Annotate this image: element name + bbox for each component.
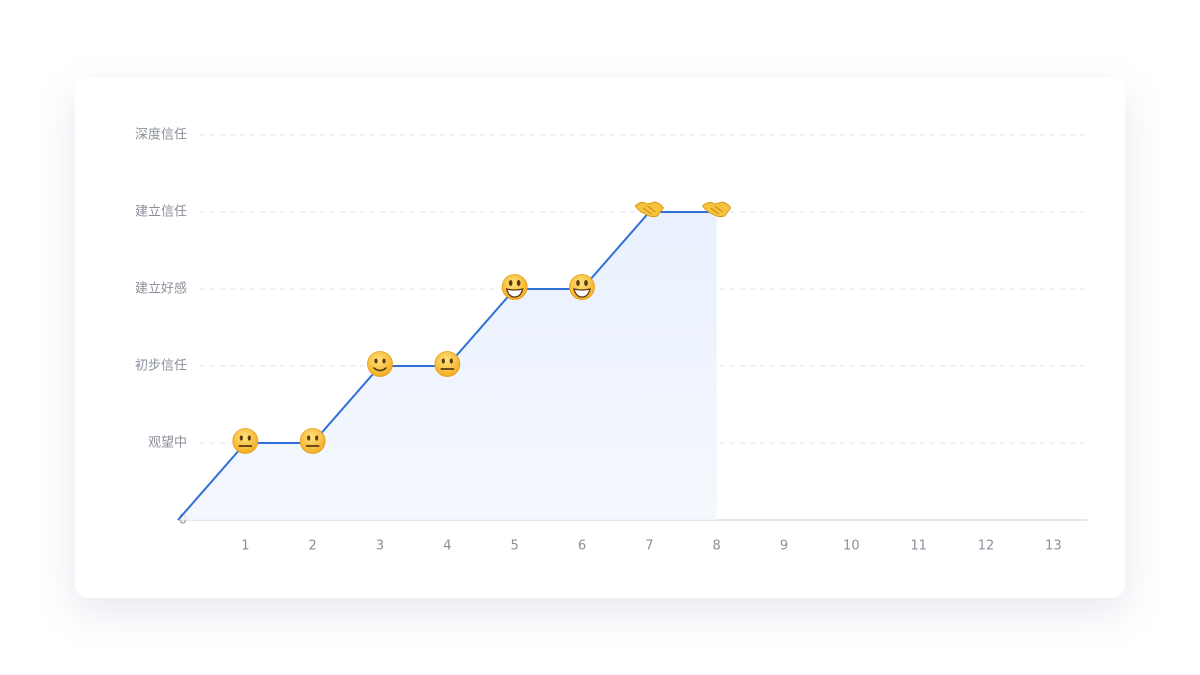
x-tick-label: 6	[578, 539, 586, 554]
x-tick-label: 9	[780, 539, 788, 554]
x-tick-label: 7	[645, 539, 653, 554]
marker-part	[634, 201, 664, 218]
x-tick-label: 1	[241, 539, 249, 554]
point-marker	[501, 274, 528, 300]
y-tick-label: 深度信任	[135, 127, 187, 143]
x-tick-label: 5	[511, 539, 519, 554]
marker-part	[702, 201, 732, 218]
marker-face	[232, 428, 259, 454]
marker-part	[584, 280, 588, 286]
marker-part	[449, 358, 453, 364]
marker-part	[441, 358, 445, 364]
marker-part	[710, 205, 723, 215]
x-tick-label: 8	[713, 539, 721, 554]
marker-face	[299, 428, 326, 454]
point-marker	[634, 201, 664, 218]
point-marker	[299, 428, 326, 454]
marker-part	[516, 280, 521, 286]
x-tick-label: 10	[843, 539, 860, 554]
y-tick-label: 观望中	[148, 435, 187, 451]
x-tick-label: 4	[443, 539, 451, 554]
marker-face	[434, 351, 461, 377]
x-tick-label: 2	[309, 539, 317, 554]
y-tick-label: 初步信任	[135, 359, 187, 374]
x-tick-label: 13	[1045, 539, 1062, 554]
marker-face	[367, 351, 393, 377]
point-marker	[434, 351, 461, 377]
point-marker	[702, 201, 732, 218]
point-marker	[232, 428, 259, 454]
marker-part	[576, 280, 580, 286]
y-tick-label: 建立好感	[135, 281, 187, 297]
x-tick-label: 3	[376, 539, 384, 554]
marker-part	[374, 358, 378, 364]
point-marker	[569, 274, 595, 300]
marker-part	[643, 205, 656, 215]
x-tick-label: 11	[910, 539, 927, 554]
marker-part	[382, 358, 386, 364]
marker-part	[239, 435, 243, 441]
x-tick-label: 12	[978, 539, 995, 554]
marker-part	[373, 367, 387, 372]
marker-part	[505, 288, 524, 298]
y-tick-label: 建立信任	[135, 205, 187, 220]
marker-part	[573, 288, 591, 298]
marker-part	[315, 435, 319, 441]
marker-part	[247, 435, 251, 441]
marker-part	[508, 280, 513, 286]
marker-part	[307, 435, 311, 441]
point-marker	[367, 351, 393, 377]
